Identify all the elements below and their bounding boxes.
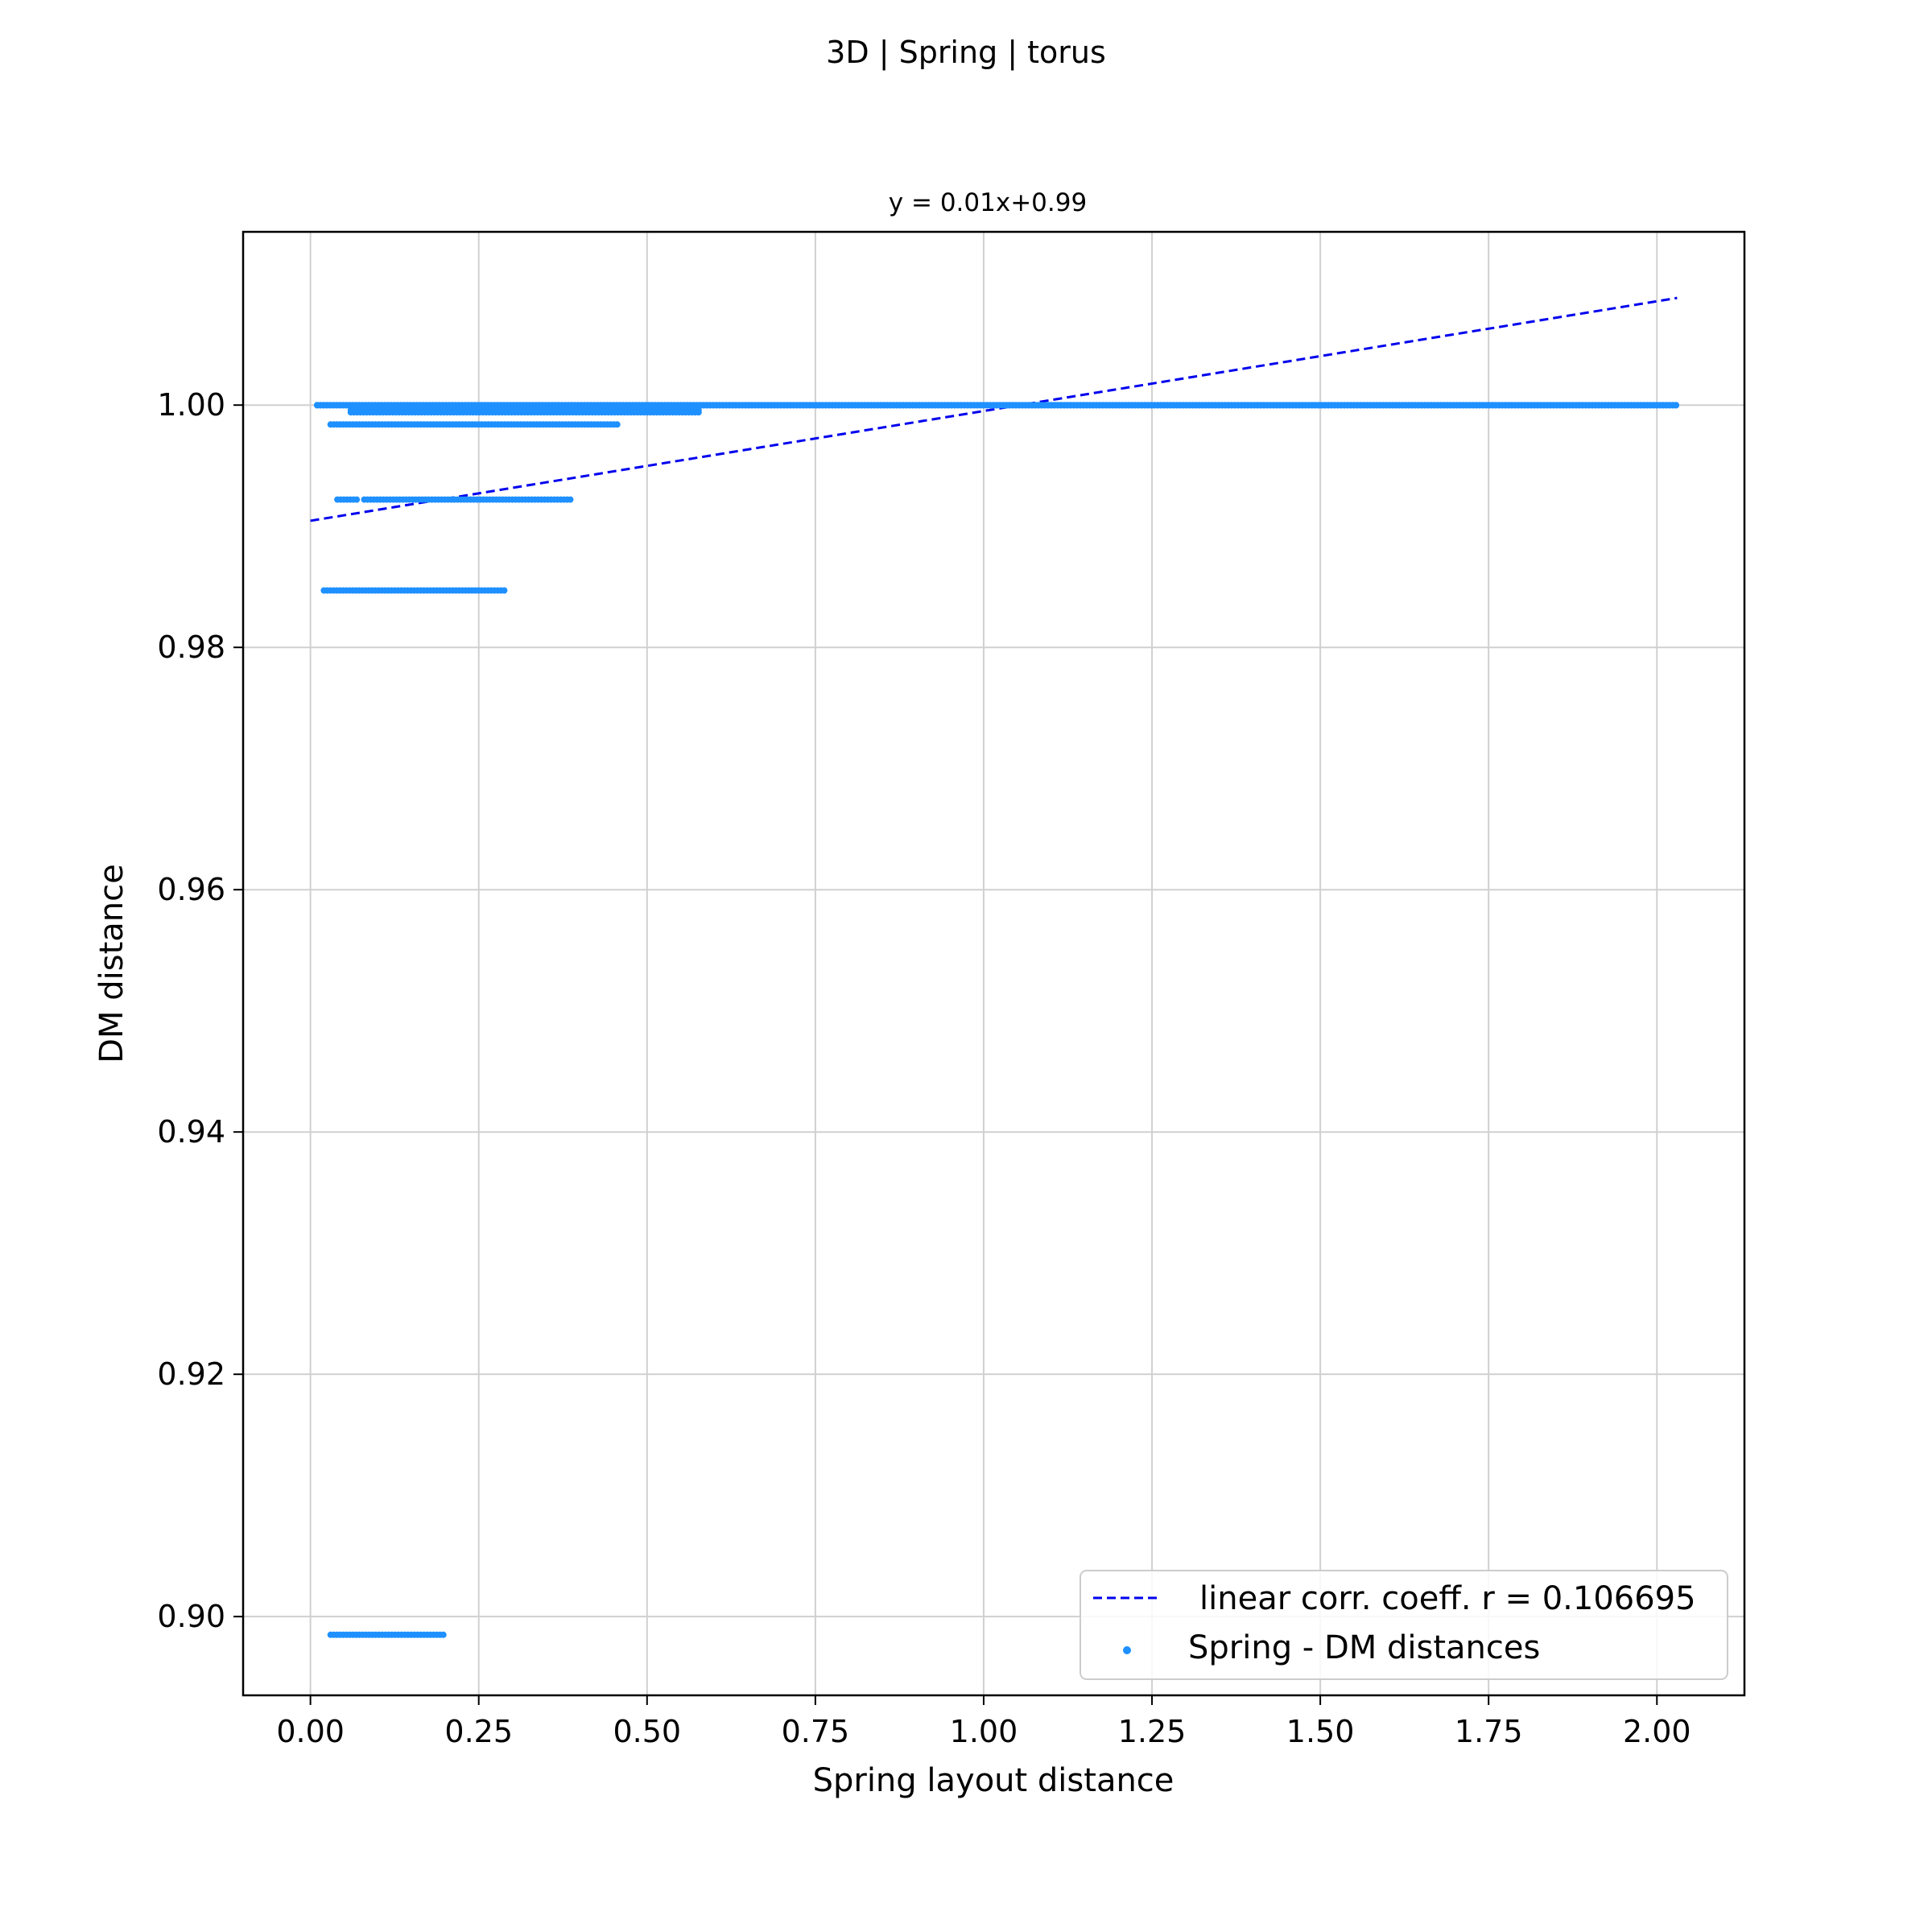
scatter-point bbox=[440, 1631, 447, 1638]
fit-line-layer bbox=[310, 296, 1678, 522]
legend-label-fit: linear corr. coeff. r = 0.106695 bbox=[1199, 1580, 1696, 1617]
x-tick-label: 0.50 bbox=[613, 1714, 681, 1749]
plot-frame bbox=[242, 230, 1746, 1697]
scatter-point bbox=[695, 409, 702, 416]
x-tick-label: 1.75 bbox=[1455, 1714, 1523, 1749]
legend: linear corr. coeff. r = 0.106695 Spring … bbox=[1080, 1570, 1728, 1680]
legend-box bbox=[1080, 1570, 1728, 1680]
y-tick-label: 0.98 bbox=[157, 630, 225, 665]
x-tick-label: 1.50 bbox=[1286, 1714, 1355, 1749]
x-tick-label: 1.00 bbox=[950, 1714, 1018, 1749]
x-tick-label: 0.25 bbox=[444, 1714, 513, 1749]
x-tick-label: 2.00 bbox=[1623, 1714, 1691, 1749]
scatter-point bbox=[501, 587, 508, 594]
scatter-point bbox=[353, 496, 361, 503]
chart-subtitle: y = 0.01x+0.99 bbox=[889, 188, 1087, 217]
y-tick-label: 0.96 bbox=[157, 872, 225, 907]
scatter-point bbox=[613, 421, 621, 428]
y-axis-label: DM distance bbox=[93, 864, 130, 1063]
legend-label-scatter: Spring - DM distances bbox=[1188, 1629, 1540, 1666]
y-tick-label: 0.92 bbox=[157, 1356, 225, 1392]
y-tick-label: 0.90 bbox=[157, 1599, 225, 1634]
y-axis: 0.90 0.92 0.94 0.96 0.98 1.00 bbox=[157, 387, 243, 1634]
scatter-point bbox=[567, 496, 574, 503]
x-tick-label: 1.25 bbox=[1118, 1714, 1187, 1749]
legend-marker-scatter bbox=[1123, 1646, 1131, 1654]
x-tick-label: 0.00 bbox=[276, 1714, 345, 1749]
x-axis: 0.00 0.25 0.50 0.75 1.00 1.25 1.50 1.75 2.00 bbox=[276, 1695, 1691, 1749]
fit-line bbox=[310, 296, 1678, 522]
y-tick-label: 0.94 bbox=[157, 1114, 225, 1150]
chart-title: 3D | Spring | torus bbox=[826, 35, 1106, 71]
scatter-point bbox=[1673, 402, 1679, 409]
grid bbox=[243, 232, 1744, 1695]
x-axis-label: Spring layout distance bbox=[813, 1762, 1174, 1799]
y-tick-label: 1.00 bbox=[157, 387, 225, 423]
scatter-points bbox=[314, 402, 1679, 1638]
x-tick-label: 0.75 bbox=[782, 1714, 850, 1749]
